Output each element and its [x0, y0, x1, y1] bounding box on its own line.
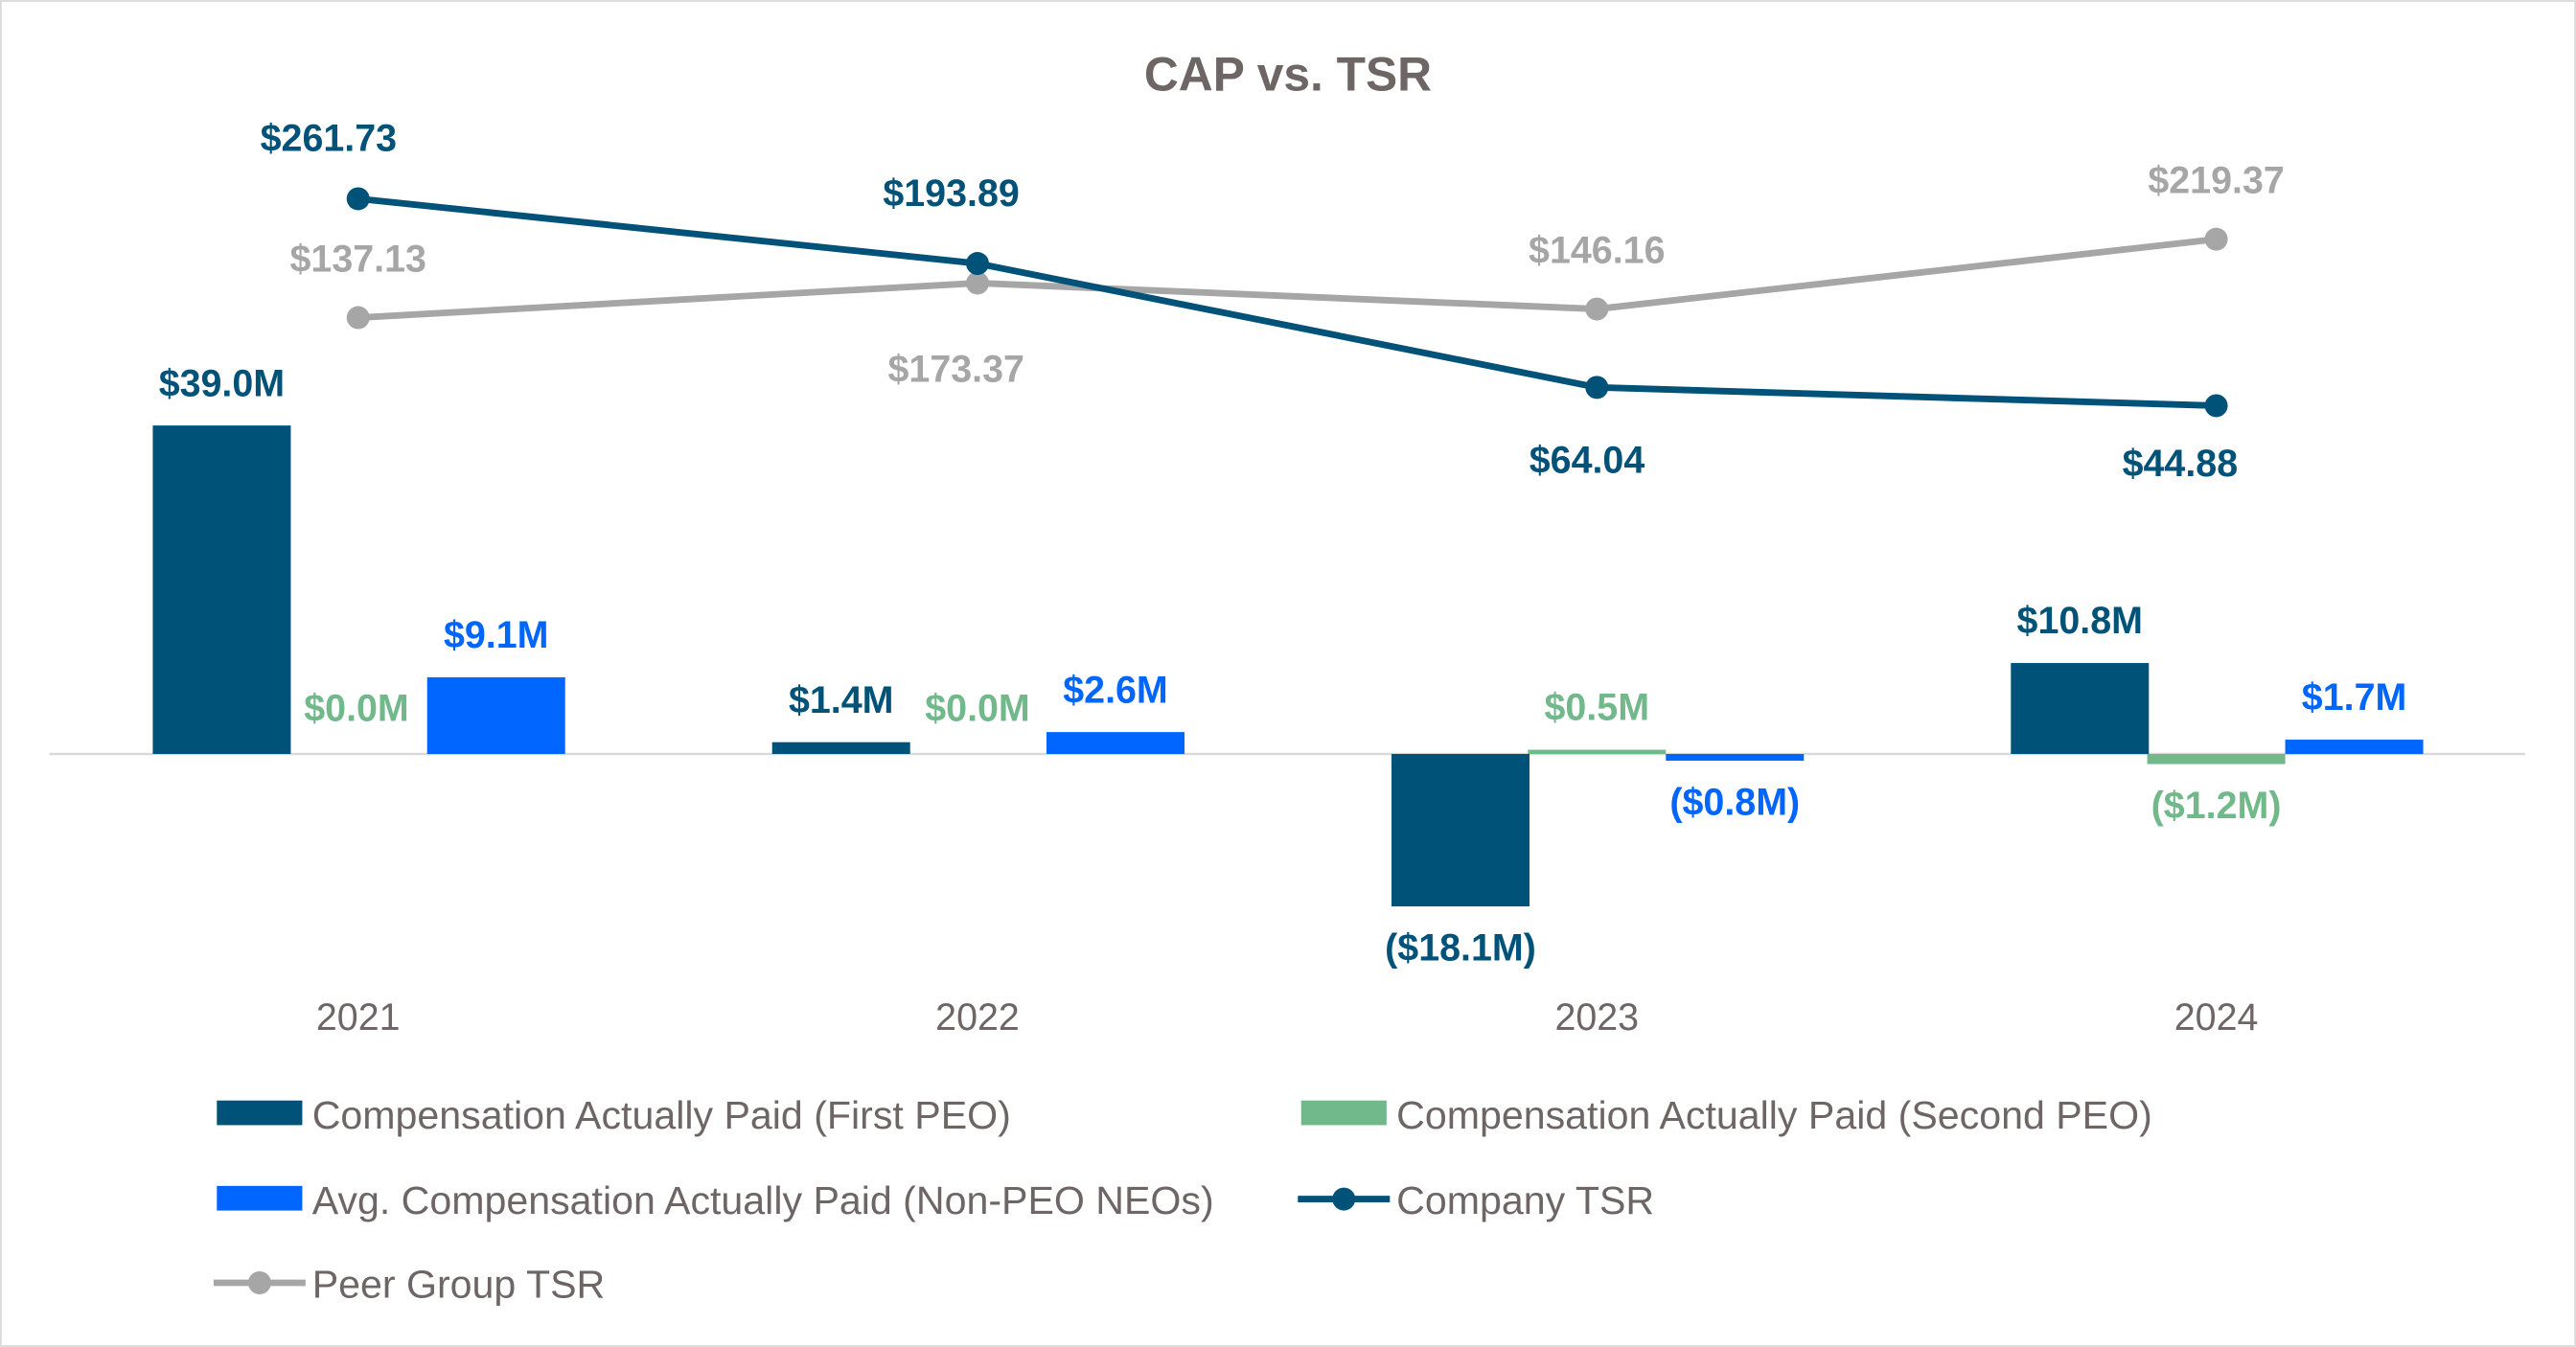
legend-label: Compensation Actually Paid (First PEO)	[312, 1093, 1011, 1137]
line-data-label: $261.73	[261, 118, 397, 160]
line-point	[966, 252, 989, 276]
bar-data-label: $10.8M	[2017, 600, 2143, 642]
line-point	[1585, 376, 1609, 400]
line-point	[2204, 227, 2228, 251]
legend-swatch	[217, 1100, 303, 1126]
line-point	[346, 306, 370, 330]
bar-0-2021	[152, 425, 291, 754]
bar-data-label: $9.1M	[444, 614, 549, 656]
bar-2-2023	[1666, 754, 1805, 762]
x-tick-label: 2021	[316, 996, 401, 1039]
bar-0-2024	[2011, 663, 2150, 754]
bar-data-label: ($1.2M)	[2151, 785, 2282, 827]
line-data-label: $44.88	[2123, 443, 2239, 485]
bar-1-2023	[1528, 749, 1667, 754]
legend-item: Peer Group TSR	[213, 1262, 606, 1306]
legend-item: Compensation Actually Paid (First PEO)	[217, 1093, 1011, 1137]
bar-2-2022	[1046, 732, 1184, 754]
line-data-label: $219.37	[2148, 160, 2284, 202]
legend-marker	[247, 1271, 271, 1294]
line-point	[2204, 394, 2228, 418]
bar-data-label: $39.0M	[159, 362, 285, 404]
legend-swatch	[1300, 1100, 1387, 1126]
line-data-label: $64.04	[1530, 440, 1645, 482]
line-point	[1585, 297, 1609, 321]
line-peer-group-tsr	[357, 236, 2217, 321]
bar-data-label: $0.0M	[925, 688, 1030, 730]
bar-1-2024	[2147, 754, 2286, 765]
bar-0-2023	[1392, 754, 1530, 907]
legend-label: Avg. Compensation Actually Paid (Non-PEO…	[312, 1178, 1214, 1222]
x-tick-label: 2022	[935, 996, 1020, 1039]
bar-data-label: $0.5M	[1545, 687, 1650, 729]
line-data-label: $173.37	[887, 348, 1024, 390]
legend-item: Company TSR	[1298, 1178, 1654, 1222]
bar-data-label: $0.0M	[304, 688, 409, 730]
legend-label: Compensation Actually Paid (Second PEO)	[1396, 1093, 2152, 1137]
bar-2-2024	[2285, 740, 2424, 754]
bar-data-label: $2.6M	[1063, 669, 1168, 711]
bar-data-label: ($18.1M)	[1385, 927, 1536, 970]
legend-label: Company TSR	[1396, 1178, 1654, 1222]
line-point	[966, 271, 989, 295]
line-data-label: $193.89	[883, 172, 1019, 215]
legend-marker	[1332, 1187, 1356, 1211]
bar-data-label: $1.7M	[2302, 676, 2407, 719]
bar-0-2022	[771, 742, 910, 754]
bar-data-label: ($0.8M)	[1669, 782, 1800, 824]
legend-item: Compensation Actually Paid (Second PEO)	[1300, 1093, 2152, 1137]
line-data-label: $146.16	[1529, 230, 1665, 272]
chart-title: CAP vs. TSR	[1144, 47, 1432, 101]
bar-data-label: $1.4M	[789, 679, 894, 721]
bar-2-2021	[426, 677, 565, 754]
line-data-label: $137.13	[289, 239, 426, 281]
legend-label: Peer Group TSR	[312, 1262, 606, 1306]
x-tick-label: 2023	[1554, 996, 1639, 1039]
line-company-tsr	[357, 195, 2217, 409]
line-point	[346, 187, 370, 211]
x-tick-label: 2024	[2174, 996, 2259, 1039]
legend-item: Avg. Compensation Actually Paid (Non-PEO…	[217, 1178, 1214, 1222]
legend-swatch	[217, 1185, 303, 1211]
